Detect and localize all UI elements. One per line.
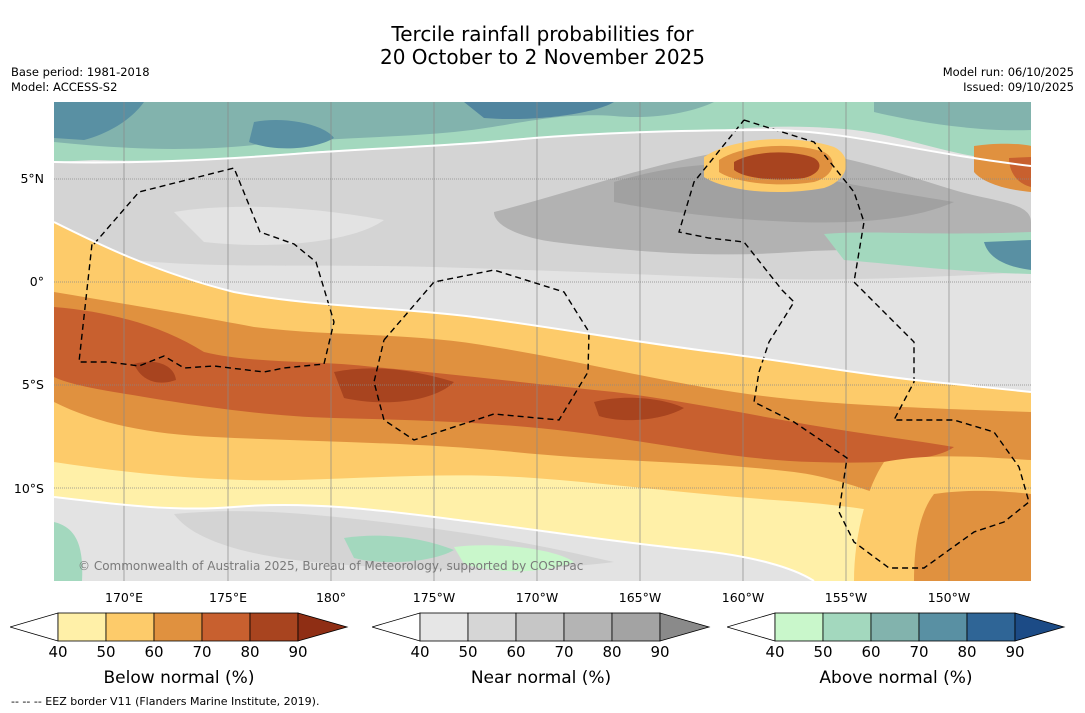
chart-title-line2: 20 October to 2 November 2025 xyxy=(379,45,706,69)
above-normal-east-dark xyxy=(984,240,1031,270)
near-normal-light-patch xyxy=(174,206,384,246)
colorbar-above-cell-40 xyxy=(774,612,824,642)
colorbar-below-tick-70: 70 xyxy=(192,643,212,661)
above-normal-south-patch xyxy=(344,535,454,563)
colorbar-near-cell-60 xyxy=(515,612,565,642)
colorbar-near-tick-90: 90 xyxy=(650,643,670,661)
below-normal-band-darkest-2 xyxy=(594,397,684,421)
colorbar-near-tick-50: 50 xyxy=(458,643,478,661)
map-credit: © Commonwealth of Australia 2025, Bureau… xyxy=(78,559,584,573)
above-normal-north-east xyxy=(874,102,1031,131)
colorbar-below-normal xyxy=(8,612,350,648)
colorbar-above-cell-80 xyxy=(966,612,1016,642)
colorbar-near-tick-60: 60 xyxy=(506,643,526,661)
lon-label-170w: 170°W xyxy=(515,590,559,605)
chart-title-line1: Tercile rainfall probabilities for xyxy=(391,22,694,46)
contour-outlines xyxy=(54,128,1031,581)
colorbar-below-cell-40 xyxy=(57,612,107,642)
colorbar-near-normal xyxy=(370,612,712,648)
colorbar-above-tick-40: 40 xyxy=(765,643,785,661)
colorbar-below-tick-60: 60 xyxy=(144,643,164,661)
colorbar-above-tick-60: 60 xyxy=(861,643,881,661)
colorbar-below-tick-90: 90 xyxy=(288,643,308,661)
below-normal-band-darkest-3 xyxy=(134,361,176,383)
meta-right: Model run: 06/10/2025 Issued: 09/10/2025 xyxy=(943,65,1074,95)
above-normal-label: Above normal (%) xyxy=(819,668,973,688)
below-normal-label: Below normal (%) xyxy=(103,668,255,688)
colorbar-below-cell-80 xyxy=(249,612,299,642)
above-normal-sw xyxy=(54,522,83,581)
colorbar-above-tick-70: 70 xyxy=(909,643,929,661)
colorbar-near-left-arrow xyxy=(370,612,421,642)
model-text: Model: ACCESS-S2 xyxy=(11,80,118,94)
below-normal-north-blob-core xyxy=(734,152,820,180)
colorbar-above-right-arrow xyxy=(1014,612,1066,642)
colorbar-below-cell-60 xyxy=(153,612,203,642)
colorbar-near-right-arrow xyxy=(659,612,711,642)
lon-label-160w: 160°W xyxy=(721,590,765,605)
colorbar-near-tick-70: 70 xyxy=(554,643,574,661)
colorbar-near-cell-50 xyxy=(467,612,517,642)
lon-label-155w: 155°W xyxy=(824,590,868,605)
map-svg xyxy=(54,102,1031,581)
lat-label-10s: 10°S xyxy=(13,481,44,496)
colorbar-below-cell-50 xyxy=(105,612,155,642)
colorbar-near-svg xyxy=(370,612,711,642)
lat-label-5n: 5°N xyxy=(20,171,44,186)
issued-text: Issued: 09/10/2025 xyxy=(963,80,1074,94)
lon-label-175e: 175°E xyxy=(208,590,248,605)
above-normal-east-patch xyxy=(824,232,1031,274)
colorbar-below-left-arrow xyxy=(8,612,59,642)
colorbar-near-tick-40: 40 xyxy=(410,643,430,661)
below-normal-ne-patch xyxy=(974,143,1031,192)
colorbar-below-tick-80: 80 xyxy=(240,643,260,661)
colorbar-above-cells xyxy=(774,612,1016,642)
near-normal-label: Near normal (%) xyxy=(470,668,612,688)
colorbar-below-tick-40: 40 xyxy=(48,643,68,661)
above-normal-north-dark xyxy=(54,102,144,140)
above-normal-north-dark2 xyxy=(249,119,334,149)
colorbar-near-cells xyxy=(419,612,661,642)
lon-label-175w: 175°W xyxy=(412,590,456,605)
colorbar-below-cell-70 xyxy=(201,612,251,642)
eez-footer-note: -- -- -- EEZ border V11 (Flanders Marine… xyxy=(11,695,320,708)
base-period-text: Base period: 1981-2018 xyxy=(11,65,150,79)
colorbar-below-right-arrow xyxy=(297,612,349,642)
colorbar-above-left-arrow xyxy=(725,612,776,642)
colorbar-above-cell-60 xyxy=(870,612,920,642)
gridlines xyxy=(54,102,1031,581)
colorbar-above-cell-50 xyxy=(822,612,872,642)
lat-label-0: 0° xyxy=(29,274,44,289)
colorbar-above-tick-90: 90 xyxy=(1005,643,1025,661)
colorbar-near-cell-80 xyxy=(611,612,661,642)
colorbar-below-tick-50: 50 xyxy=(96,643,116,661)
meta-left: Base period: 1981-2018 Model: ACCESS-S2 xyxy=(11,65,150,95)
colorbar-above-cell-70 xyxy=(918,612,968,642)
above-normal-south-light xyxy=(454,545,574,572)
lon-label-150w: 150°W xyxy=(927,590,971,605)
colorbar-near-cell-40 xyxy=(419,612,469,642)
rainfall-probability-map: © Commonwealth of Australia 2025, Bureau… xyxy=(54,102,1031,581)
below-normal-se-mid xyxy=(914,490,1031,581)
colorbar-below-cells xyxy=(57,612,299,642)
lon-label-170e: 170°E xyxy=(104,590,144,605)
colorbar-above-tick-50: 50 xyxy=(813,643,833,661)
eez-borders xyxy=(78,119,1030,569)
model-run-text: Model run: 06/10/2025 xyxy=(942,65,1074,79)
lon-label-180: 180° xyxy=(315,590,347,605)
colorbar-above-svg xyxy=(725,612,1066,642)
colorbar-below-svg xyxy=(8,612,349,642)
colorbar-near-cell-70 xyxy=(563,612,613,642)
colorbar-above-tick-80: 80 xyxy=(957,643,977,661)
lon-label-165w: 165°W xyxy=(618,590,662,605)
colorbar-above-normal xyxy=(725,612,1067,648)
colorbar-near-tick-80: 80 xyxy=(602,643,622,661)
lat-label-5s: 5°S xyxy=(21,377,44,392)
above-normal-north-dark3 xyxy=(464,102,614,120)
